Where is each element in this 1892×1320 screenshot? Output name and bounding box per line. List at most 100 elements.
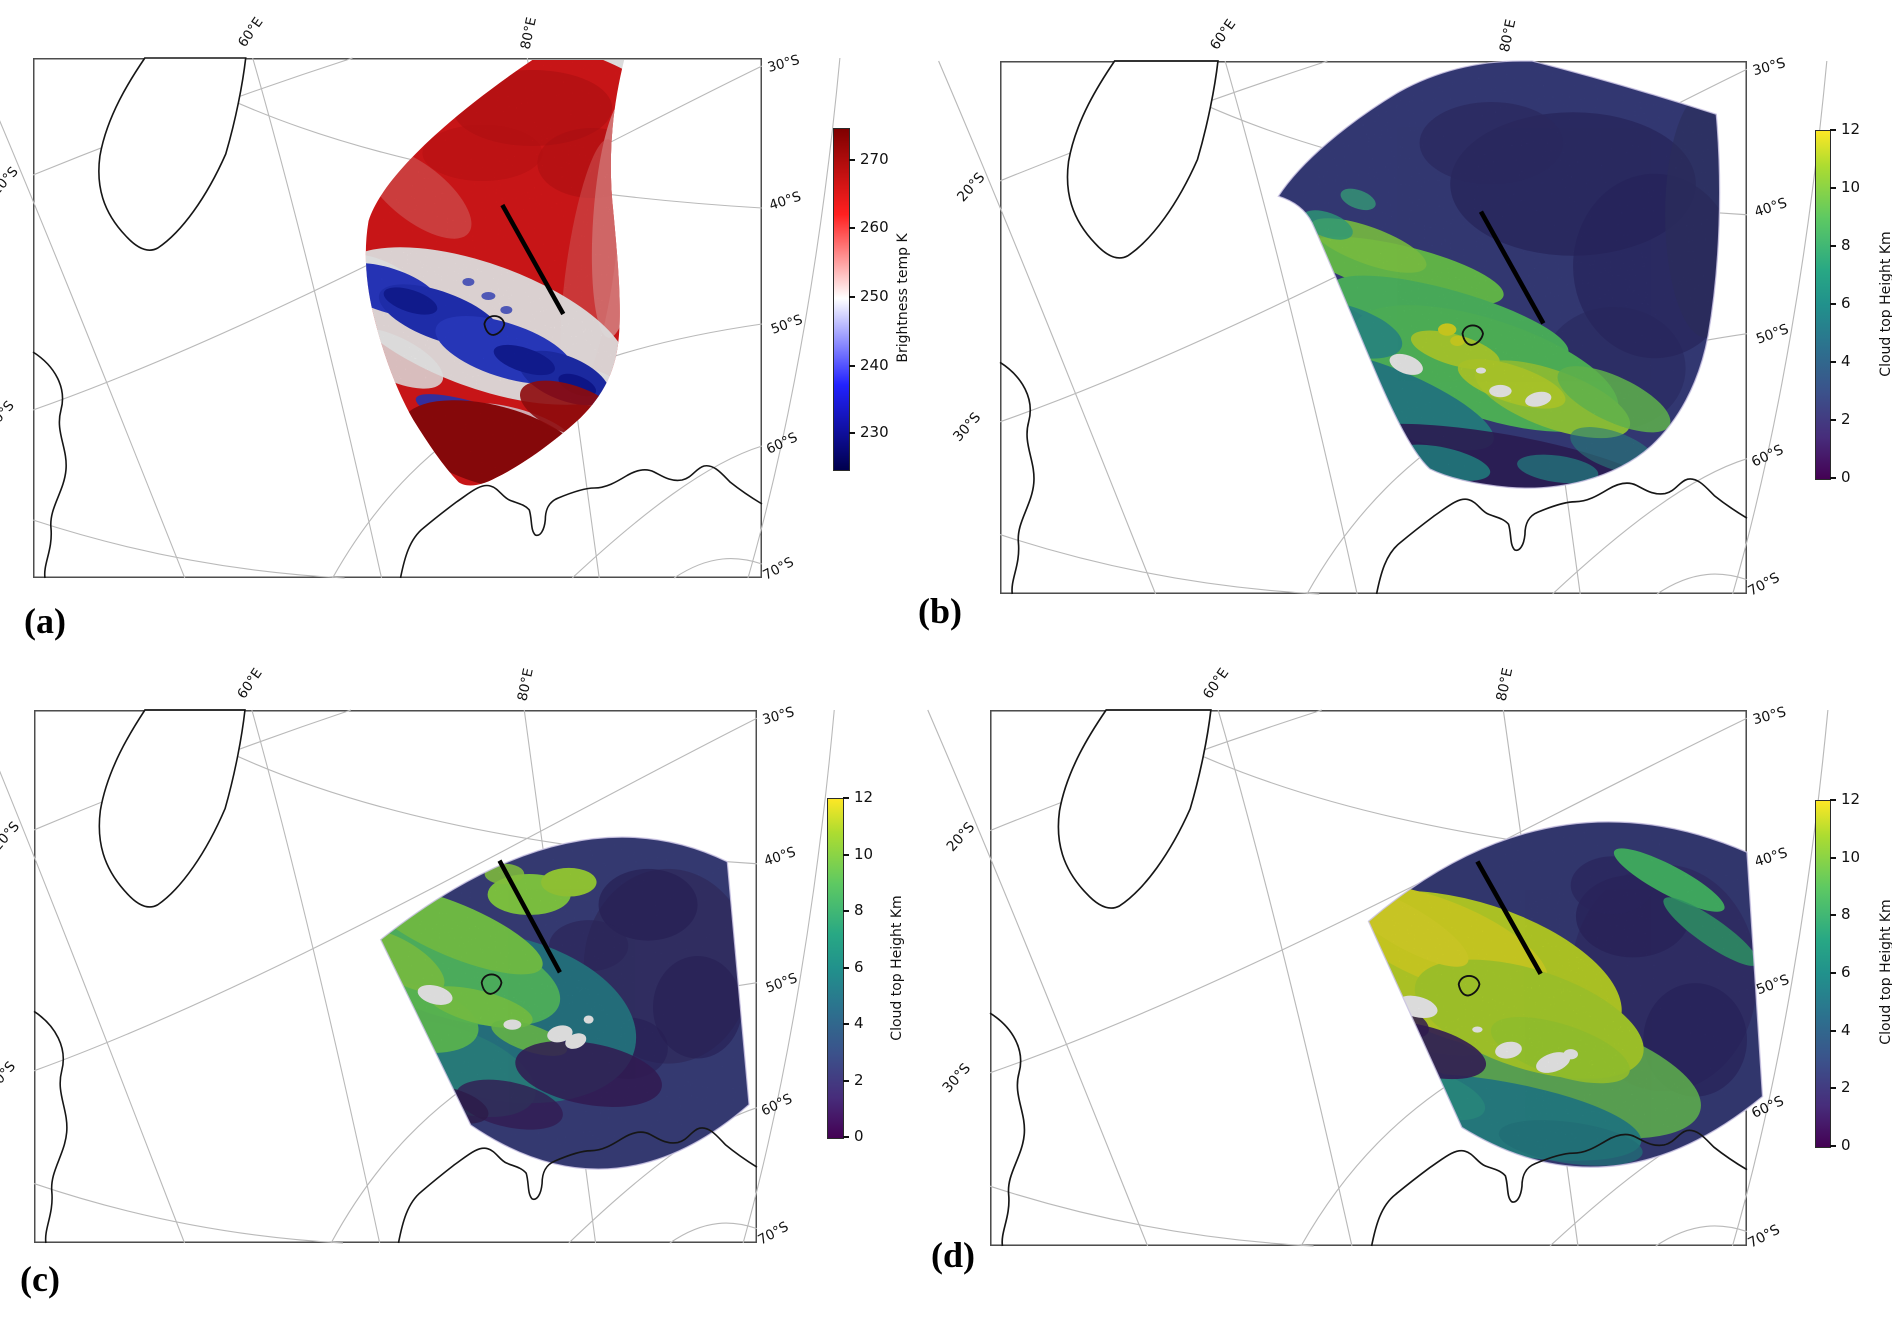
colorbar-tick — [843, 1080, 849, 1082]
colorbar-tick-label: 6 — [854, 958, 864, 976]
colorbar-tick — [1830, 245, 1836, 247]
colorbar-tick — [843, 854, 849, 856]
map-svg-b: 60°E 80°E 20°S 30°S 30°S 40°S 50°S 60°S 70°S — [938, 17, 1828, 600]
colorbar-gradient — [827, 798, 844, 1139]
africa-coast — [989, 1012, 1026, 1247]
colorbar-tick-label: 260 — [860, 218, 889, 236]
colorbar-tick — [1830, 419, 1836, 421]
calipso-transect-line — [500, 203, 566, 316]
africa-coast — [32, 351, 67, 579]
colorbar-tick-label: 6 — [1841, 294, 1851, 312]
graticule-label: 30°S — [766, 52, 801, 76]
colorbar-cloud-height-c: 12 10 8 6 4 2 0 Cloud top Height Km — [827, 788, 905, 1145]
colorbar-tick — [1830, 477, 1836, 479]
colorbar-tick — [843, 910, 849, 912]
colorbar-tick — [843, 1136, 849, 1138]
colorbar-gradient — [833, 128, 850, 471]
colorbar-tick-label: 4 — [1841, 1021, 1851, 1039]
colorbar-tick — [849, 159, 855, 161]
kerguelen-island-outline — [480, 973, 503, 995]
calipso-transect-line — [497, 859, 562, 974]
panel-label-a: (a) — [24, 601, 66, 641]
map-svg-d: 60°E 80°E20°S30°S30°S40°S50°S60°S70°S — [927, 665, 1829, 1252]
colorbar-axis-title: Cloud top Height Km — [1878, 899, 1892, 1045]
graticule-label: 50°S — [1754, 972, 1791, 998]
colorbar-tick — [1830, 857, 1836, 859]
graticule-label: 30°S — [1751, 55, 1787, 79]
africa-coast — [999, 361, 1035, 595]
panel-label-b: (b) — [918, 591, 962, 631]
map-panel-c: 60°E 80°E 20°S 30°S 30°S 40°S 50°S 60°S 70°S — [0, 666, 835, 1249]
graticule-label: 60°E — [1207, 17, 1239, 53]
colorbar-tick — [849, 432, 855, 434]
colorbar-tick — [843, 797, 849, 799]
graticule-label: 20°S — [0, 819, 23, 855]
madagascar-coast — [1057, 709, 1212, 909]
colorbar-tick — [843, 967, 849, 969]
graticule-label: 20°S — [954, 170, 988, 205]
map-panel-b: 60°E 80°E 20°S 30°S 30°S 40°S 50°S 60°S 70°S — [938, 17, 1828, 600]
graticule-label: 70°S — [760, 554, 796, 583]
graticule-label: 80°E — [1497, 18, 1520, 54]
graticule-label: 80°E — [518, 16, 540, 51]
graticule-label: 40°S — [1753, 845, 1790, 871]
colorbar-tick-label: 270 — [860, 150, 889, 168]
graticule-label: 40°S — [767, 189, 803, 214]
coastlines — [32, 57, 763, 579]
map-panel-a: 60°E 80°E 20°S 30°S 30°S 40°S 50°S 60°S 70°S — [0, 15, 841, 584]
graticule-label: 20°S — [0, 164, 22, 199]
colorbar-tick — [849, 227, 855, 229]
colorbar-tick-label: 0 — [1841, 468, 1851, 486]
calipso-transect-line — [1475, 860, 1543, 976]
colorbar-gradient — [1815, 130, 1831, 480]
colorbar-cloud-height-b: 12 10 8 6 4 2 0 Cloud top Height Km — [1815, 120, 1892, 486]
graticule-label: 60°E — [234, 666, 265, 703]
colorbar-tick-label: 230 — [860, 423, 889, 441]
colorbar-axis-title: Brightness temp K — [895, 233, 911, 363]
colorbar-axis-title: Cloud top Height Km — [1878, 231, 1892, 377]
graticule-label: 60°S — [1749, 442, 1786, 471]
graticule-label: 70°S — [755, 1219, 791, 1249]
colorbar-tick-label: 0 — [1841, 1136, 1851, 1154]
africa-coast — [33, 1010, 68, 1244]
kerguelen-island-outline — [1461, 324, 1484, 346]
colorbar-tick-label: 10 — [1841, 848, 1861, 866]
colorbar-tick-label: 4 — [854, 1014, 864, 1032]
colorbar-cloud-height-d: 12 10 8 6 4 2 0 Cloud top Height Km — [1815, 790, 1892, 1154]
colorbar-tick — [1830, 799, 1836, 801]
graticule-label: 60°E — [235, 15, 267, 51]
graticule-label: 50°S — [1754, 321, 1791, 347]
colorbar-tick-label: 2 — [1841, 410, 1851, 428]
graticule-label: 70°S — [1745, 1222, 1782, 1252]
colorbar-tick-label: 240 — [860, 356, 889, 374]
colorbar-tick — [1830, 361, 1836, 363]
colorbar-tick — [1830, 914, 1836, 916]
graticule-label: 50°S — [764, 970, 800, 997]
kerguelen-island-outline — [1457, 975, 1481, 997]
colorbar-tick — [849, 365, 855, 367]
colorbar-tick — [1830, 187, 1836, 189]
graticule-label: 30°S — [1751, 704, 1788, 728]
antarctica-coast — [1375, 478, 1748, 595]
kerguelen-island-outline — [483, 315, 506, 336]
colorbar-tick-label: 12 — [1841, 120, 1861, 138]
graticule-label: 30°S — [761, 704, 796, 728]
colorbar-tick-label: 0 — [854, 1127, 864, 1145]
graticule-label: 60°S — [764, 429, 800, 457]
colorbar-axis-title: Cloud top Height Km — [889, 895, 905, 1041]
madagascar-coast — [98, 57, 247, 251]
graticule-label: 40°S — [762, 844, 797, 870]
map-svg-a: 60°E 80°E 20°S 30°S 30°S 40°S 50°S 60°S 70°S — [0, 15, 841, 584]
graticule-label: 20°S — [944, 819, 979, 855]
coastlines — [33, 709, 758, 1244]
graticule-label: 60°E — [1200, 665, 1232, 702]
colorbar-brightness-temp: 270 260 250 240 230 Brightness temp K — [833, 128, 911, 471]
colorbar-tick — [1830, 1087, 1836, 1089]
graticule-label: 40°S — [1753, 195, 1790, 221]
colorbar-tick — [849, 296, 855, 298]
colorbar-tick-label: 8 — [1841, 905, 1851, 923]
madagascar-coast — [98, 709, 246, 908]
colorbar-tick-label: 12 — [1841, 790, 1861, 808]
colorbar-tick-label: 12 — [854, 788, 874, 806]
